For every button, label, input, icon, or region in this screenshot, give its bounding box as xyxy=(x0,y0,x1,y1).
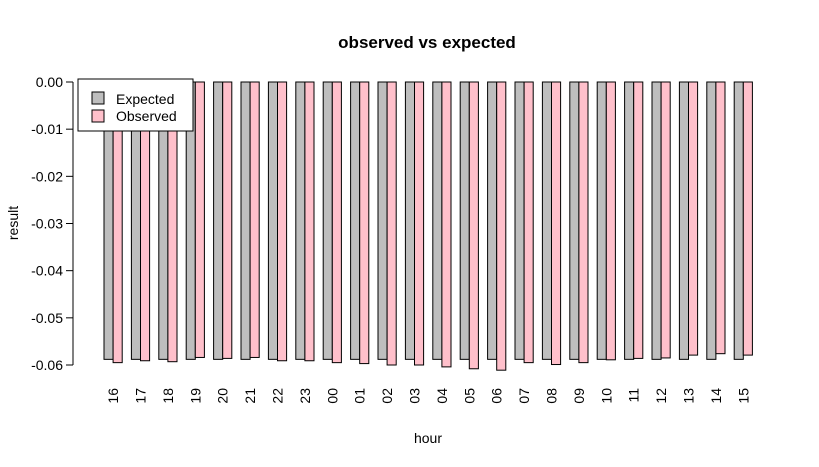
bar-expected-14 xyxy=(706,81,717,360)
bar-observed-21 xyxy=(249,81,260,358)
bar-observed-23 xyxy=(304,81,315,362)
bar-observed-05 xyxy=(468,81,479,370)
y-tick-label: -0.03 xyxy=(31,216,63,232)
bar-expected-22 xyxy=(267,81,278,360)
y-tick-label: -0.04 xyxy=(31,263,63,279)
x-tick-label: 12 xyxy=(653,388,669,404)
bar-observed-09 xyxy=(578,81,589,364)
legend-swatch-expected xyxy=(91,91,105,105)
bar-observed-06 xyxy=(496,81,507,371)
y-tick-label: -0.05 xyxy=(31,310,63,326)
bar-expected-07 xyxy=(514,81,525,360)
x-tick-label: 04 xyxy=(434,388,450,404)
bar-observed-03 xyxy=(414,81,425,366)
x-tick-label: 20 xyxy=(215,388,231,404)
x-tick-label: 03 xyxy=(407,388,423,404)
bar-observed-22 xyxy=(277,81,288,362)
y-axis: 0.00 -0.01 -0.02 -0.03 -0.04 -0.05 -0.06 xyxy=(31,74,74,373)
bar-observed-00 xyxy=(331,81,342,364)
x-tick-label: 17 xyxy=(133,388,149,404)
bar-observed-07 xyxy=(523,81,534,364)
bar-observed-08 xyxy=(551,81,562,366)
x-tick-label: 19 xyxy=(187,388,203,404)
bar-observed-15 xyxy=(742,81,753,356)
legend-label-observed: Observed xyxy=(116,108,177,124)
x-tick-label: 08 xyxy=(544,388,560,404)
bar-observed-01 xyxy=(359,81,370,365)
y-tick-label: -0.01 xyxy=(31,121,63,137)
x-tick-label: 10 xyxy=(598,388,614,404)
x-tick-label: 23 xyxy=(297,388,313,404)
x-tick-label: 05 xyxy=(461,388,477,404)
bar-observed-11 xyxy=(633,81,644,359)
bar-expected-10 xyxy=(596,81,607,360)
bar-observed-02 xyxy=(386,81,397,366)
x-tick-label: 16 xyxy=(105,388,121,404)
bar-expected-11 xyxy=(624,81,635,360)
bar-expected-09 xyxy=(569,81,580,360)
x-tick-label: 09 xyxy=(571,388,587,404)
bar-observed-12 xyxy=(660,81,671,359)
bar-observed-10 xyxy=(605,81,616,361)
x-tick-label: 06 xyxy=(489,388,505,404)
x-tick-label: 15 xyxy=(735,388,751,404)
legend: Expected Observed xyxy=(77,78,194,132)
x-tick-label: 13 xyxy=(681,388,697,404)
bar-expected-21 xyxy=(240,81,251,360)
bar-observed-19 xyxy=(194,81,205,358)
x-tick-label: 02 xyxy=(379,388,395,404)
bar-expected-20 xyxy=(213,81,224,360)
bar-expected-12 xyxy=(651,81,662,360)
x-tick-label: 14 xyxy=(708,388,724,404)
bar-expected-00 xyxy=(322,81,333,360)
x-axis-label: hour xyxy=(414,430,442,446)
legend-swatch-observed xyxy=(91,109,105,123)
y-tick-label: -0.02 xyxy=(31,168,63,184)
bar-expected-13 xyxy=(678,81,690,360)
bar-observed-04 xyxy=(441,81,452,368)
bar-expected-04 xyxy=(432,81,443,360)
legend-label-expected: Expected xyxy=(116,91,174,107)
bar-expected-15 xyxy=(733,81,744,360)
bars xyxy=(103,81,753,371)
bar-expected-02 xyxy=(377,81,388,360)
x-tick-label: 21 xyxy=(242,388,258,404)
bar-expected-01 xyxy=(350,81,361,360)
y-tick-label: 0.00 xyxy=(36,74,63,90)
bar-observed-14 xyxy=(715,81,726,355)
x-tick-label: 18 xyxy=(160,388,176,404)
x-tick-label: 00 xyxy=(324,388,340,404)
bar-expected-23 xyxy=(295,81,306,360)
x-tick-label: 07 xyxy=(516,388,532,404)
bar-observed-20 xyxy=(222,81,233,359)
bar-expected-08 xyxy=(541,81,553,360)
bar-expected-06 xyxy=(487,81,498,360)
bar-observed-13 xyxy=(688,81,699,356)
bar-expected-05 xyxy=(459,81,470,360)
x-tick-label: 22 xyxy=(270,388,286,404)
bar-expected-03 xyxy=(404,81,415,360)
y-tick-label: -0.06 xyxy=(31,357,63,373)
x-tick-label: 01 xyxy=(352,388,368,404)
x-tick-labels: 16 17 18 19 20 21 22 23 00 01 02 03 04 05 06 07 08 09 10 11… xyxy=(105,388,751,404)
x-tick-label: 11 xyxy=(626,388,642,403)
chart-title: observed vs expected xyxy=(338,33,516,52)
y-axis-label: result xyxy=(5,206,21,240)
